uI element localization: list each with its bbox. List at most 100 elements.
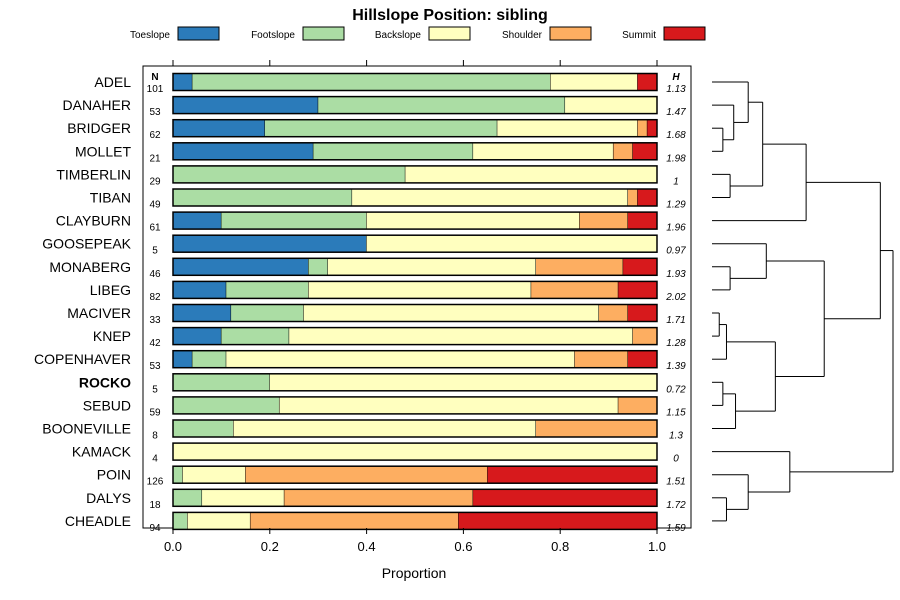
h-column-header: H [672,72,680,83]
row-monaberg: MONABERG 46 1.93 [49,257,686,280]
x-axis: 0.0 0.2 0.4 0.6 0.8 1.0 [164,60,666,554]
row-timberlin: TIMBERLIN 29 1 [56,165,679,187]
bar-segment-shoulder [284,489,474,507]
bar-segment-summit [627,304,657,322]
bar-segment-footslope [221,327,290,345]
row-h-value: 1 [673,176,679,187]
row-n-value: 49 [149,200,161,211]
bar-segment-toeslope [173,235,367,253]
row-n-value: 29 [149,176,161,187]
bar-outline [172,396,658,415]
x-tick-label: 0.8 [551,539,569,554]
row-label: KNEP [93,328,131,344]
bar-segment-footslope [173,165,406,183]
bar-segment-toeslope [173,304,232,322]
row-n-value: 5 [152,384,158,395]
row-copenhaver: COPENHAVER 53 1.39 [34,349,686,372]
row-n-value: 21 [149,153,161,164]
chart-title: Hillslope Position: sibling [352,7,548,24]
bar-segment-shoulder [618,396,657,414]
bar-outline [172,234,658,253]
bar-segment-footslope [173,373,270,391]
legend-label-summit: Summit [622,30,656,41]
bar-segment-backslope [366,235,657,253]
row-booneville: BOONEVILLE 8 1.3 [42,419,683,442]
bar-segment-summit [637,189,657,206]
bar-segment-shoulder [613,142,633,160]
x-tick-label: 0.6 [454,539,472,554]
row-n-value: 82 [149,292,161,303]
row-label: MOLLET [75,143,131,159]
bar-segment-footslope [313,142,474,160]
legend-swatch-footslope [302,26,345,41]
bar-segment-shoulder [627,189,638,206]
row-adel: ADEL 101 1.13 [94,72,686,95]
row-label: POIN [97,467,131,483]
bar-segment-summit [627,350,657,368]
bar-outline [172,188,658,207]
row-cheadle: CHEADLE 94 1.59 [65,511,686,534]
row-label: ADEL [94,74,131,90]
bar-segment-footslope [318,96,566,114]
bar-outline [172,326,658,346]
bar-outline [172,442,658,461]
row-h-value: 1.51 [666,477,685,488]
row-h-value: 0 [673,454,679,465]
n-column-header: N [151,72,158,83]
bar-segment-backslope [182,466,246,484]
bar-outline [172,95,658,115]
row-label: CLAYBURN [56,213,131,229]
bar-segment-footslope [221,212,367,230]
row-bridger: BRIDGER 62 1.68 [67,118,686,141]
row-tiban: TIBAN 49 1.29 [90,188,686,211]
legend-label-backslope: Backslope [375,30,422,41]
bar-segment-footslope [173,489,203,507]
row-n-value: 8 [152,431,158,442]
bar-segment-toeslope [173,73,193,91]
bar-segment-summit [618,281,657,299]
bar-segment-footslope [226,281,309,299]
row-label: BRIDGER [67,120,131,136]
bar-segment-backslope [327,258,536,276]
row-label: LIBEG [90,282,131,298]
row-label: TIBAN [90,190,131,206]
bar-outline [172,118,658,138]
row-label: TIMBERLIN [56,166,131,182]
row-h-value: 2.02 [665,292,686,303]
bar-outline [172,349,658,369]
bar-outline [172,511,658,531]
row-label: DALYS [86,490,131,506]
row-h-value: 1.47 [666,107,686,118]
bar-outline [172,465,658,484]
row-poin: POIN 126 1.51 [97,465,686,488]
bar-segment-shoulder [598,304,628,322]
bar-segment-backslope [289,327,633,345]
row-label: SEBUD [83,397,131,413]
bar-segment-shoulder [536,420,657,437]
bar-segment-backslope [269,373,657,391]
row-h-value: 1.93 [666,269,686,280]
legend-swatch-summit [663,26,706,41]
row-clayburn: CLAYBURN 61 1.96 [56,211,686,234]
bar-segment-backslope [497,119,638,137]
bar-outline [172,211,658,230]
row-goosepeak: GOOSEPEAK 5 0.97 [42,234,686,257]
bar-segment-backslope [173,443,657,461]
row-h-value: 1.28 [666,338,686,349]
bar-outline [172,142,658,161]
row-n-value: 42 [149,338,161,349]
row-h-value: 1.59 [666,523,686,534]
row-h-value: 1.96 [666,223,686,234]
legend-swatch-shoulder [549,26,592,41]
row-danaher: DANAHER 53 1.47 [63,95,686,118]
bar-segment-summit [647,119,657,137]
bar-segment-backslope [473,142,614,160]
bar-segment-footslope [192,73,551,91]
legend-swatch-backslope [428,26,471,41]
row-n-value: 4 [152,454,158,465]
bar-segment-footslope [192,350,227,368]
row-mollet: MOLLET 21 1.98 [75,142,686,164]
legend-label-shoulder: Shoulder [502,30,543,41]
row-n-value: 5 [152,246,158,257]
